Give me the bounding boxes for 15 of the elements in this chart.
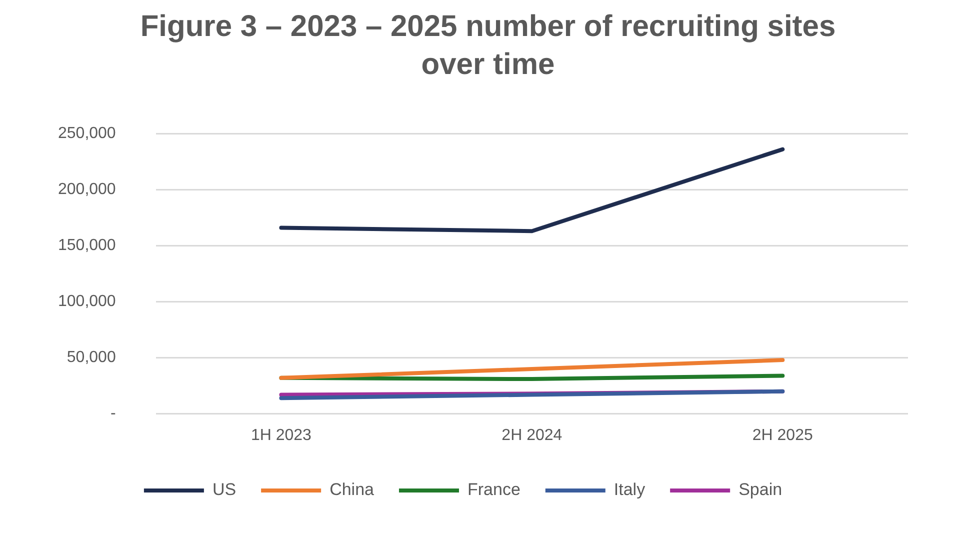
y-tick-label: 100,000 (58, 293, 116, 310)
legend-label: US (212, 480, 236, 500)
x-tick-label: 1H 2023 (250, 426, 312, 444)
x-tick-label: 2H 2025 (752, 426, 813, 444)
y-tick-label: 250,000 (58, 125, 116, 142)
chart-title: Figure 3 – 2023 – 2025 number of recruiting sites over time (139, 9, 837, 83)
y-tick-label: 150,000 (58, 237, 116, 254)
y-tick-label: - (110, 405, 116, 422)
legend-label: France (467, 480, 520, 500)
legend-label: Italy (614, 480, 646, 500)
legend-label: China (330, 480, 375, 500)
y-tick-label: 50,000 (66, 349, 116, 366)
y-tick-label: 200,000 (58, 181, 116, 198)
legend-label: Spain (738, 480, 782, 500)
x-tick-label: 2H 2024 (502, 426, 562, 444)
